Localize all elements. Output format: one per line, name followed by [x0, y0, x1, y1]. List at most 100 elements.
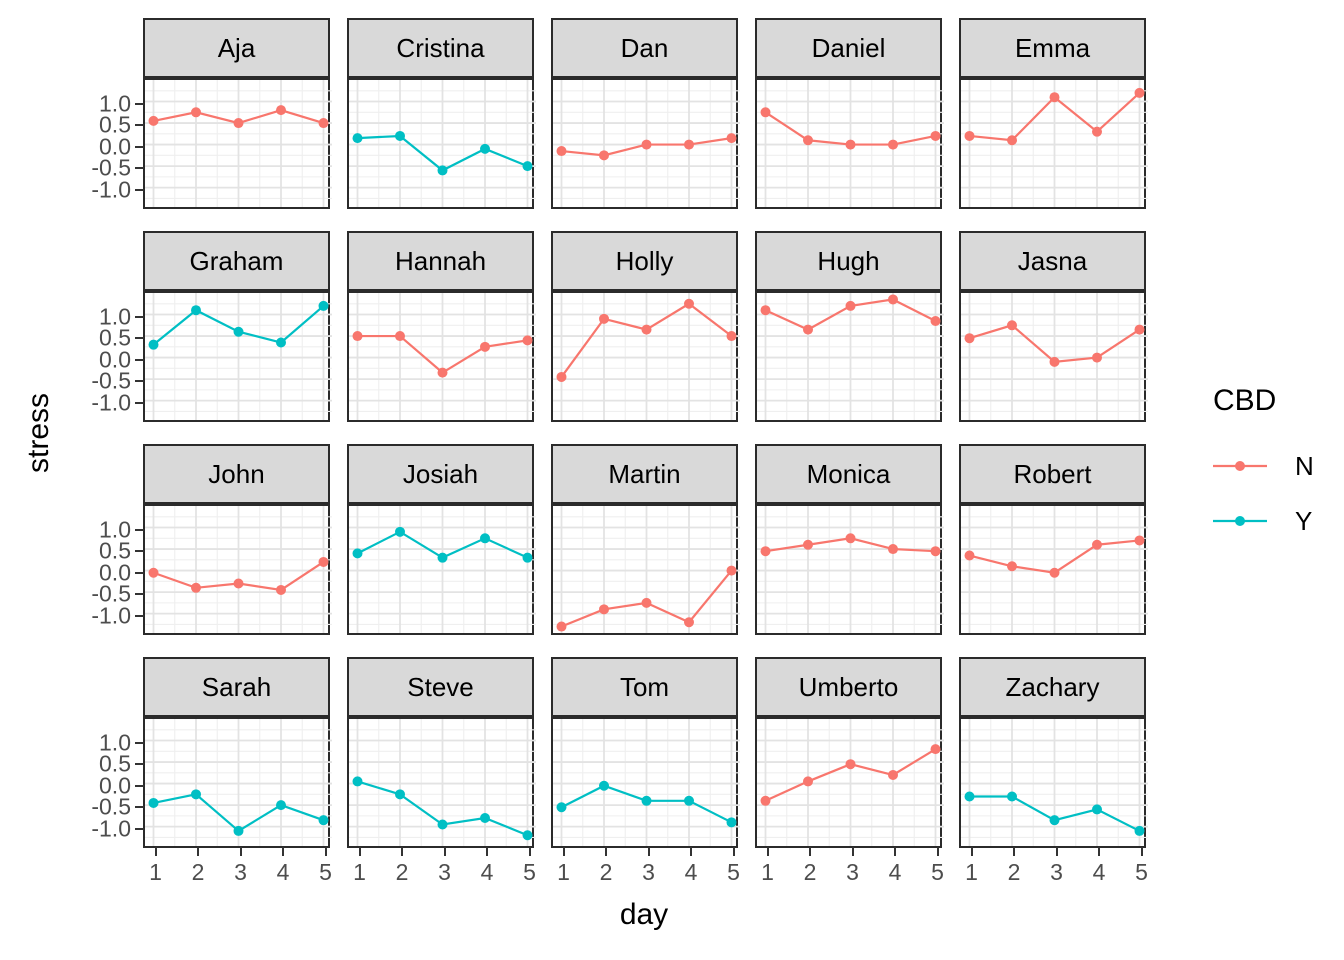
- data-point: [233, 326, 244, 337]
- y-tick-label: 1.0: [99, 303, 131, 330]
- data-point: [191, 107, 201, 118]
- data-point: [760, 795, 771, 806]
- data-point: [1134, 825, 1145, 836]
- line-plot-josiah: [349, 506, 536, 633]
- legend-entry-n: N: [1213, 449, 1314, 483]
- data-point: [1134, 535, 1145, 546]
- x-tick-label: 2: [599, 859, 613, 885]
- data-point: [845, 533, 856, 544]
- data-point: [318, 118, 329, 129]
- y-axis-title: stress: [22, 392, 55, 474]
- y-tick-mark: [135, 571, 144, 574]
- data-point: [233, 578, 244, 589]
- data-point: [803, 539, 813, 550]
- legend-label: Y: [1295, 505, 1313, 536]
- data-point: [641, 139, 652, 150]
- line-plot-daniel: [757, 80, 944, 207]
- data-point: [1134, 87, 1145, 98]
- facet-emma: Emma: [959, 18, 1148, 209]
- facet-hannah: Hannah: [347, 231, 536, 422]
- data-point: [803, 324, 813, 335]
- x-tick-label: 4: [888, 859, 902, 885]
- facet-steve: Steve 1 2 3 4 5: [347, 657, 536, 885]
- data-point: [845, 759, 856, 770]
- facet-umberto: Umberto 1 2 3 4 5: [755, 657, 944, 885]
- data-point: [352, 776, 363, 787]
- facet-panel-emma: [959, 78, 1148, 209]
- x-tick-label: 3: [642, 859, 655, 885]
- data-point: [352, 548, 363, 559]
- data-point: [276, 800, 286, 811]
- facet-panel-josiah: [347, 504, 536, 635]
- data-point: [641, 324, 652, 335]
- facet-panel-sarah: 1.0 0.5 0.0 -0.5 -1.0 1 2 3 4 5: [91, 717, 332, 885]
- facet-panel-john: 1.0 0.5 0.0 -0.5 -1.0: [91, 504, 332, 635]
- x-tick-mark: [1013, 847, 1015, 856]
- x-tick-mark: [647, 847, 650, 856]
- data-point: [1007, 320, 1017, 331]
- y-tick-mark: [135, 167, 144, 170]
- x-axis-col-2: 1 2 3 4 5: [349, 846, 536, 892]
- line-plot-emma: [961, 80, 1148, 207]
- facet-title-graham: Graham: [143, 231, 330, 291]
- data-point: [191, 582, 201, 593]
- y-tick-mark: [135, 124, 144, 127]
- data-point: [395, 130, 405, 141]
- data-point: [395, 789, 405, 800]
- x-tick-mark: [562, 847, 565, 856]
- y-tick-mark: [135, 741, 144, 744]
- data-point: [437, 552, 448, 563]
- x-tick-label: 5: [523, 859, 536, 885]
- data-point: [556, 371, 567, 382]
- data-point: [1092, 539, 1102, 550]
- data-point: [480, 341, 490, 352]
- facet-panel-aja: 1.0 0.5 0.0 -0.5 -1.0: [91, 78, 332, 209]
- facet-tom: Tom 1 2 3 4 5: [551, 657, 740, 885]
- x-tick-label: 2: [1007, 859, 1021, 885]
- facet-title-josiah: Josiah: [347, 444, 534, 504]
- line-plot-martin: [553, 506, 740, 633]
- facet-title-umberto: Umberto: [755, 657, 942, 717]
- data-point: [318, 556, 329, 567]
- data-point: [148, 115, 159, 126]
- x-tick-mark: [401, 847, 403, 856]
- y-tick-label: 0.0: [99, 772, 131, 799]
- facet-title-martin: Martin: [551, 444, 738, 504]
- y-tick-mark: [135, 380, 144, 383]
- facet-title-holly: Holly: [551, 231, 738, 291]
- facet-sarah: Sarah 1.0 0.5 0.0 -0.5 -1.0 1 2 3 4 5: [91, 657, 332, 885]
- facet-title-aja: Aja: [143, 18, 330, 78]
- data-point: [522, 552, 533, 563]
- data-point: [726, 817, 737, 828]
- data-point: [556, 621, 567, 632]
- facet-aja: Aja 1.0 0.5 0.0 -0.5 -1.0: [91, 18, 332, 209]
- y-tick-mark: [135, 337, 144, 340]
- data-point: [233, 118, 244, 129]
- x-tick-label: 1: [149, 859, 162, 885]
- x-tick-label: 4: [684, 859, 698, 885]
- y-tick-mark: [135, 528, 144, 531]
- y-axis-row-1: 1.0 0.5 0.0 -0.5 -1.0: [65, 80, 145, 211]
- data-point: [352, 133, 363, 144]
- data-point: [760, 107, 771, 118]
- data-point: [726, 133, 737, 144]
- y-tick-mark: [135, 806, 144, 809]
- line-plot-steve: [349, 719, 536, 846]
- data-point: [684, 298, 694, 309]
- facet-title-john: John: [143, 444, 330, 504]
- line-plot-jasna: [961, 293, 1148, 420]
- y-tick-mark: [135, 550, 144, 553]
- y-tick-mark: [135, 358, 144, 361]
- facet-panel-daniel: [755, 78, 944, 209]
- facet-panel-steve: 1 2 3 4 5: [347, 717, 536, 885]
- data-point: [845, 300, 856, 311]
- facet-panel-cristina: [347, 78, 536, 209]
- data-point: [1007, 135, 1017, 146]
- facet-panel-tom: 1 2 3 4 5: [551, 717, 740, 885]
- x-tick-mark: [894, 847, 896, 856]
- y-tick-label: -0.5: [91, 580, 131, 607]
- line-plot-holly: [553, 293, 740, 420]
- data-point: [233, 825, 244, 836]
